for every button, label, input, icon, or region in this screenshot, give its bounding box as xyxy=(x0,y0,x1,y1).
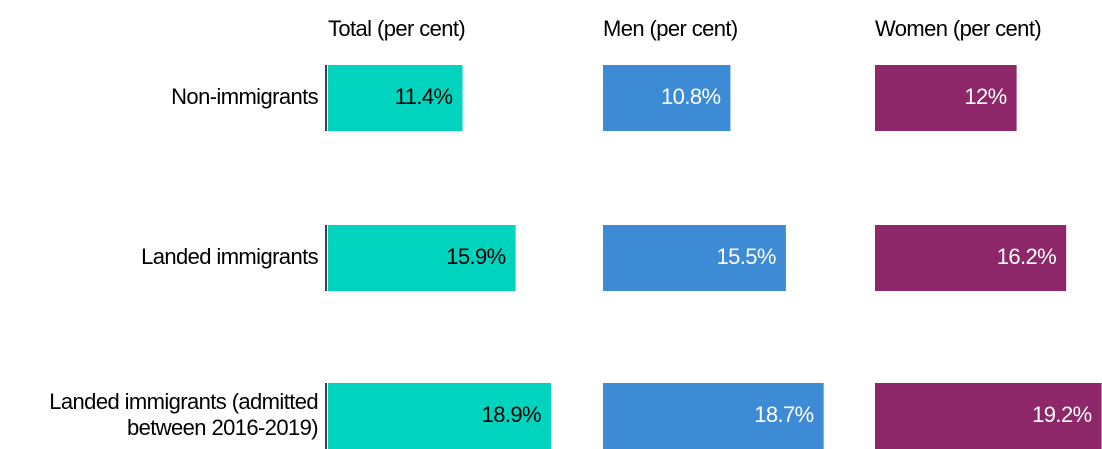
series-title: Total (per cent) xyxy=(328,16,465,41)
value-label: 15.9% xyxy=(446,244,505,269)
value-label: 12% xyxy=(964,84,1006,109)
value-label: 11.4% xyxy=(395,84,453,109)
value-label: 18.7% xyxy=(754,402,813,427)
category-label-line: between 2016-2019) xyxy=(127,415,318,440)
bar xyxy=(603,383,824,449)
value-label: 15.5% xyxy=(717,244,776,269)
value-label: 10.8% xyxy=(661,84,720,109)
category-label: Landed immigrants (admitted between 2016-… xyxy=(49,389,318,440)
bar xyxy=(875,225,1067,291)
category-label: Non-immigrants xyxy=(171,84,318,109)
bar xyxy=(875,65,1017,131)
category-label-line: Landed immigrants (admitted xyxy=(49,389,318,414)
bar xyxy=(603,65,731,131)
value-label: 19.2% xyxy=(1032,402,1091,427)
category-label: Landed immigrants xyxy=(141,244,318,269)
bar xyxy=(328,225,516,291)
series-title: Men (per cent) xyxy=(603,16,738,41)
bar xyxy=(875,383,1102,449)
value-label: 16.2% xyxy=(997,244,1056,269)
bar xyxy=(328,383,552,449)
series-title: Women (per cent) xyxy=(875,16,1041,41)
value-label: 18.9% xyxy=(482,402,541,427)
bar xyxy=(603,225,786,291)
bar xyxy=(328,65,463,131)
